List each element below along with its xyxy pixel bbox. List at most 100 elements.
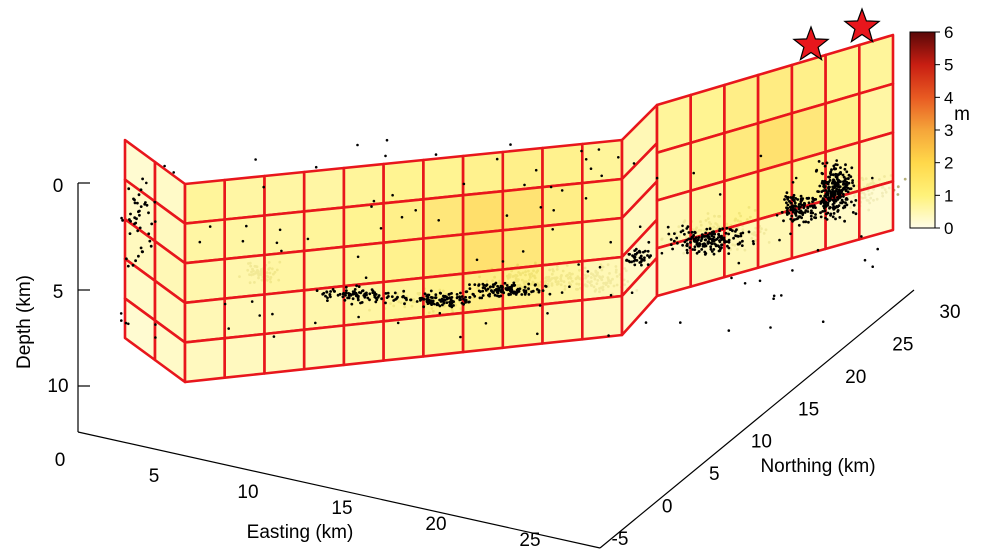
- earthquake-point: [666, 225, 670, 229]
- earthquake-point: [816, 248, 820, 252]
- earthquake-point: [807, 196, 811, 200]
- earthquake-point: [707, 240, 710, 243]
- earthquake-point: [452, 300, 455, 303]
- earthquake-point: [720, 246, 723, 250]
- earthquake-point: [326, 296, 329, 300]
- earthquake-point: [134, 221, 138, 225]
- earthquake-point: [356, 255, 360, 259]
- earthquake-point: [380, 297, 383, 301]
- earthquake-point: [825, 212, 828, 216]
- y-tick-label: 15: [798, 399, 819, 420]
- earthquake-point: [819, 215, 823, 219]
- earthquake-point: [627, 252, 631, 256]
- earthquake-point: [797, 207, 801, 211]
- fault-patch: [501, 185, 544, 232]
- earthquake-point: [349, 294, 353, 297]
- earthquake-point: [780, 294, 783, 297]
- earthquake-point: [821, 162, 825, 165]
- earthquake-point: [473, 283, 477, 286]
- earthquake-point: [507, 286, 510, 290]
- earthquake-point: [549, 185, 553, 189]
- earthquake-point: [837, 196, 840, 200]
- fault-patch: [501, 224, 544, 271]
- earthquake-point: [740, 244, 744, 248]
- fault-patch: [541, 220, 584, 267]
- earthquake-point: [172, 171, 175, 174]
- earthquake-point: [843, 182, 847, 186]
- earthquake-point: [819, 211, 822, 215]
- earthquake-point: [814, 206, 817, 210]
- earthquake-point: [786, 197, 790, 201]
- x-tick-label: 25: [519, 530, 540, 551]
- earthquake-point: [434, 153, 438, 156]
- earthquake-point: [429, 296, 433, 299]
- colorbar-tick-label: 3: [944, 121, 953, 140]
- fault-segment: [123, 138, 187, 384]
- earthquake-point: [131, 263, 135, 267]
- earthquake-point: [692, 171, 695, 175]
- earthquake-point: [794, 176, 798, 180]
- earthquake-point: [435, 303, 439, 307]
- earthquake-point: [838, 216, 842, 219]
- earthquake-point: [896, 193, 900, 196]
- earthquake-point: [845, 198, 849, 201]
- earthquake-point: [697, 250, 701, 254]
- earthquake-point: [818, 184, 822, 188]
- earthquake-point: [464, 295, 467, 299]
- earthquake-point: [718, 193, 722, 196]
- earthquake-point: [830, 168, 833, 172]
- earthquake-point: [832, 196, 836, 199]
- earthquake-point: [683, 232, 686, 236]
- earthquake-point: [717, 245, 721, 249]
- earthquake-point: [769, 326, 772, 329]
- earthquake-point: [455, 296, 459, 300]
- earthquake-point: [796, 198, 800, 201]
- earthquake-point: [727, 252, 731, 256]
- earthquake-point: [832, 200, 836, 204]
- earthquake-point: [655, 176, 659, 180]
- earthquake-point: [896, 185, 900, 189]
- earthquake-point: [825, 161, 829, 165]
- earthquake-point: [725, 226, 729, 230]
- earthquake-point: [356, 298, 360, 302]
- earthquake-point: [712, 235, 716, 239]
- earthquake-point: [685, 238, 689, 242]
- earthquake-point: [379, 227, 383, 230]
- earthquake-point: [837, 179, 841, 182]
- hypocenter-star: [843, 7, 881, 44]
- earthquake-point: [835, 159, 838, 162]
- earthquake-point: [425, 294, 429, 298]
- earthquake-point: [475, 258, 479, 262]
- axes-layer: [77, 182, 915, 549]
- earthquake-point: [702, 243, 706, 247]
- earthquake-point: [429, 299, 433, 303]
- earthquake-point: [752, 242, 755, 246]
- earthquake-point: [434, 293, 438, 297]
- earthquake-point: [552, 209, 555, 212]
- fault-patch: [655, 237, 693, 298]
- earthquake-point: [145, 203, 149, 207]
- earthquake-point: [568, 285, 571, 289]
- earthquake-point: [694, 236, 698, 240]
- earthquake-point: [828, 185, 831, 189]
- earthquake-point: [245, 224, 248, 228]
- fault-patch: [422, 233, 465, 280]
- earthquake-point: [803, 202, 807, 206]
- earthquake-point: [826, 201, 830, 205]
- earthquake-point: [479, 290, 482, 293]
- earthquake-point: [789, 217, 793, 221]
- earthquake-point: [793, 208, 797, 211]
- earthquake-point: [501, 289, 504, 292]
- earthquake-point: [352, 292, 356, 296]
- earthquake-point: [501, 260, 505, 263]
- earthquake-point: [271, 312, 274, 316]
- fault-patch: [461, 189, 505, 236]
- earthquake-point: [468, 300, 471, 304]
- earthquake-point: [119, 312, 123, 315]
- earthquake-point: [822, 182, 826, 186]
- earthquake-point: [681, 243, 684, 247]
- earthquake-point: [617, 156, 620, 159]
- earthquake-point: [350, 302, 354, 306]
- earthquake-point: [450, 292, 453, 295]
